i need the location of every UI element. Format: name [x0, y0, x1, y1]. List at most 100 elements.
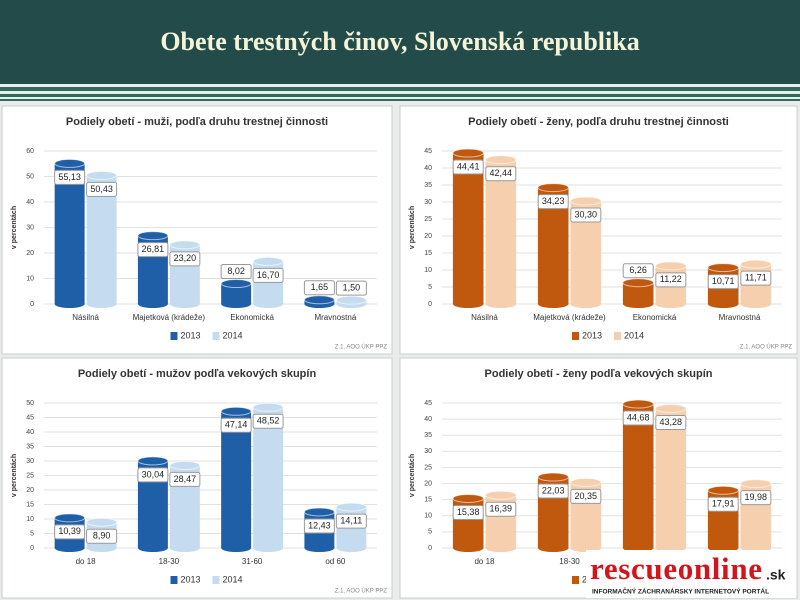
value-label: 30,04 — [142, 469, 165, 479]
value-label-box — [655, 415, 687, 431]
y-tick-label: 40 — [26, 429, 34, 436]
y-axis-label: v percentách — [11, 454, 18, 497]
logo-domain: .sk — [766, 567, 786, 583]
legend-label: 2014 — [624, 330, 644, 340]
y-tick-label: 0 — [30, 301, 34, 308]
legend-swatch — [572, 576, 579, 584]
value-label: 28,47 — [174, 474, 197, 484]
value-label: 44,68 — [627, 412, 650, 422]
x-tick-label: do 18 — [76, 557, 97, 566]
value-label-box — [707, 274, 739, 290]
source-note: Z.1, AOO ÚKP PPZ — [335, 588, 388, 595]
bar-top — [485, 490, 517, 500]
y-tick-label: 5 — [428, 284, 432, 291]
legend-label: 2013 — [582, 330, 602, 340]
value-label: 11,22 — [660, 274, 682, 284]
bar-top — [570, 196, 602, 206]
y-tick-label: 20 — [26, 250, 34, 257]
y-tick-label: 0 — [428, 545, 432, 552]
value-label-box — [86, 528, 118, 544]
value-label-box — [740, 270, 772, 286]
legend-label: 2013 — [181, 330, 201, 340]
legend-label: 2014 — [223, 330, 243, 340]
value-label: 1,50 — [343, 283, 361, 293]
bar-top — [303, 507, 335, 517]
bar — [622, 404, 654, 548]
chart-title: Podiely obetí - ženy podľa vekových skup… — [485, 368, 713, 380]
y-tick-label: 10 — [26, 516, 34, 523]
value-label-box — [485, 501, 517, 517]
y-tick-label: 50 — [26, 400, 34, 407]
stripe — [0, 99, 800, 101]
value-label: 43,28 — [660, 417, 683, 427]
value-label-box — [537, 483, 569, 499]
value-label: 10,71 — [712, 276, 735, 286]
bar — [221, 411, 252, 548]
bar-top — [537, 183, 570, 193]
source-note: Z.1, AOO ÚKP PPZ — [335, 344, 388, 351]
y-tick-label: 15 — [424, 497, 432, 504]
y-tick-label: 45 — [424, 148, 432, 155]
bar-top — [570, 477, 602, 487]
y-tick-label: 0 — [428, 301, 432, 308]
y-tick-label: 15 — [26, 501, 34, 508]
bar-top — [452, 148, 485, 158]
value-label: 26,81 — [142, 244, 165, 254]
x-tick-label: do 18 — [474, 557, 495, 566]
value-label: 14,11 — [340, 515, 362, 525]
stripe — [0, 94, 800, 97]
y-tick-label: 10 — [26, 275, 34, 282]
y-tick-label: 40 — [424, 165, 432, 172]
value-label-box — [570, 488, 602, 504]
value-label: 55,13 — [58, 172, 81, 182]
bar-top — [707, 263, 740, 273]
x-tick-label: Majetková (krádeže) — [133, 313, 206, 322]
bar-top — [137, 231, 169, 241]
value-label: 22,03 — [542, 485, 565, 495]
bar — [485, 159, 517, 304]
x-tick-label: Ekonomická — [230, 313, 274, 322]
value-label: 34,23 — [542, 196, 565, 206]
value-label-box — [169, 471, 201, 487]
y-tick-label: 5 — [30, 530, 34, 537]
bar-top — [622, 399, 655, 409]
value-label: 16,70 — [257, 270, 280, 280]
y-tick-label: 20 — [424, 480, 432, 487]
value-label-box — [622, 263, 654, 279]
value-label-box — [452, 159, 484, 175]
legend-swatch — [170, 332, 178, 340]
value-label-box — [54, 524, 86, 540]
value-label: 50,43 — [90, 184, 113, 194]
value-label: 10,39 — [58, 526, 81, 536]
source-note: Z.1, AOO ÚKP PPZ — [740, 344, 793, 351]
value-label-box — [54, 169, 86, 185]
bar-top — [655, 261, 687, 271]
y-tick-label: 35 — [26, 443, 34, 450]
bar — [253, 407, 284, 548]
value-label-box — [622, 410, 654, 426]
bar-top — [54, 513, 86, 523]
bar — [655, 408, 687, 548]
y-tick-label: 35 — [424, 432, 432, 439]
value-label-box — [303, 518, 335, 534]
legend-label: 2013 — [181, 574, 201, 584]
value-label: 23,20 — [174, 253, 197, 263]
bar-top — [485, 155, 517, 165]
chart-title: Podiely obetí - ženy, podľa druhu trestn… — [468, 116, 729, 128]
y-tick-label: 0 — [30, 545, 34, 552]
value-label-box — [303, 280, 335, 296]
chart-title: Podiely obetí - muži, podľa druhu trestn… — [66, 116, 328, 128]
bar-top — [86, 517, 118, 527]
y-tick-label: 25 — [26, 472, 34, 479]
value-label-box — [655, 272, 687, 288]
x-tick-label: 18-30 — [159, 557, 180, 566]
y-tick-label: 30 — [424, 199, 432, 206]
x-tick-label: od 60 — [325, 557, 346, 566]
y-tick-label: 25 — [424, 216, 432, 223]
value-label: 8,02 — [227, 266, 245, 276]
x-tick-label: Mravnostná — [314, 313, 356, 322]
y-axis-label: v percentách — [11, 206, 18, 249]
value-label-box — [452, 504, 484, 520]
